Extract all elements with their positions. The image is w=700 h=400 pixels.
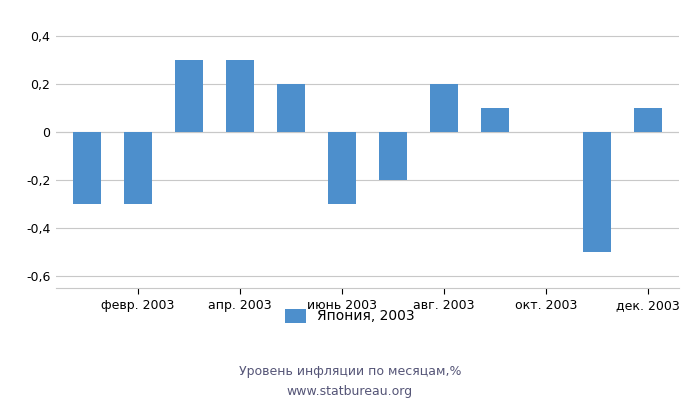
Bar xyxy=(175,60,203,132)
Bar xyxy=(124,132,152,204)
Bar xyxy=(583,132,611,252)
Bar xyxy=(328,132,356,204)
Bar xyxy=(277,84,305,132)
Text: www.statbureau.org: www.statbureau.org xyxy=(287,386,413,398)
Bar xyxy=(634,108,662,132)
Bar xyxy=(430,84,458,132)
Bar xyxy=(226,60,254,132)
Bar xyxy=(73,132,101,204)
Legend: Япония, 2003: Япония, 2003 xyxy=(280,303,420,329)
Bar xyxy=(481,108,509,132)
Bar xyxy=(379,132,407,180)
Text: Уровень инфляции по месяцам,%: Уровень инфляции по месяцам,% xyxy=(239,366,461,378)
